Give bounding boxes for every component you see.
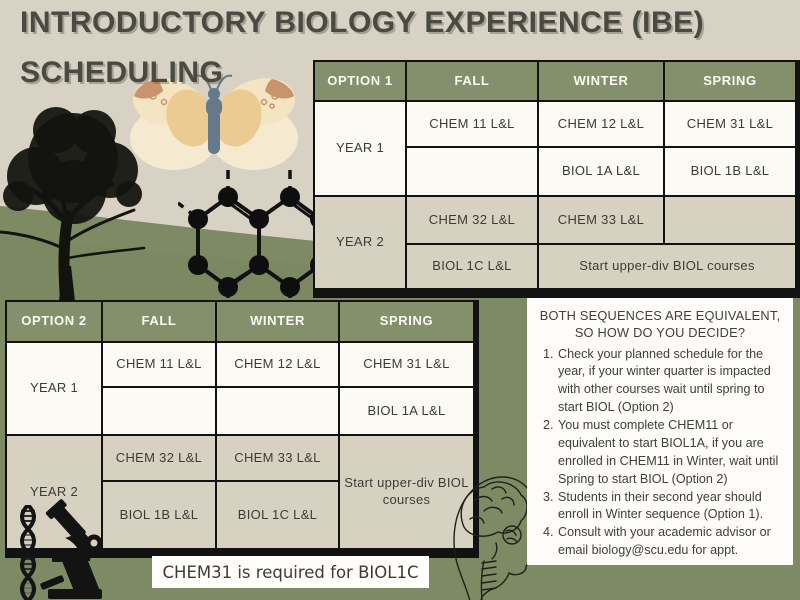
o2-year1-label: YEAR 1 — [7, 343, 101, 434]
o2-year2-winter-cell: CHEM 33 L&L — [217, 436, 338, 480]
o1-header-spring: SPRING — [665, 62, 795, 100]
decision-item-2: You must complete CHEM11 or equivalent t… — [557, 417, 785, 489]
o1-year1-fall-empty-cell — [407, 148, 537, 195]
o1-year1-biol1b-cell: BIOL 1B L&L — [665, 148, 795, 195]
page-title-line2: SCHEDULING — [20, 56, 224, 89]
o2-year2-biol1b-cell: BIOL 1B L&L — [103, 482, 215, 548]
page-title: INTRODUCTORY BIOLOGY EXPERIENCE (IBE) SC… — [20, 6, 790, 90]
chem31-note: CHEM31 is required for BIOL1C — [152, 556, 429, 588]
o2-year1-fall-cell: CHEM 11 L&L — [103, 343, 215, 386]
o1-header-fall: FALL — [407, 62, 537, 100]
o1-header-winter: WINTER — [539, 62, 663, 100]
o2-year1-biol1a-cell: BIOL 1A L&L — [340, 388, 473, 434]
o2-header-fall: FALL — [103, 302, 215, 341]
o2-header-option: OPTION 2 — [7, 302, 101, 341]
molecule-structure-icon — [178, 167, 328, 302]
o1-year1-winter-cell: CHEM 12 L&L — [539, 102, 663, 146]
decision-item-4: Consult with your academic advisor or em… — [557, 524, 785, 560]
microscope-icon — [40, 499, 103, 599]
decision-panel-heading: BOTH SEQUENCES ARE EQUIVALENT, SO HOW DO… — [539, 308, 781, 341]
o2-year1-spring-cell: CHEM 31 L&L — [340, 343, 473, 386]
o2-year1-fall-empty-cell — [103, 388, 215, 434]
o2-year1-winter-empty-cell — [217, 388, 338, 434]
tree-icon — [0, 107, 146, 310]
chem31-note-text: CHEM31 is required for BIOL1C — [162, 562, 419, 582]
o1-year2-upperdiv-cell: Start upper-div BIOL courses — [539, 245, 795, 288]
o1-year1-label: YEAR 1 — [315, 102, 405, 195]
decision-list: Check your planned schedule for the year… — [535, 346, 785, 561]
option2-schedule-table: OPTION 2 FALL WINTER SPRING YEAR 1 CHEM … — [5, 300, 479, 558]
butterfly-icon — [130, 74, 298, 170]
o2-year1-winter-cell: CHEM 12 L&L — [217, 343, 338, 386]
page-title-line1: INTRODUCTORY BIOLOGY EXPERIENCE (IBE) — [20, 6, 705, 39]
o1-year2-label: YEAR 2 — [315, 197, 405, 288]
option1-schedule-table: OPTION 1 FALL WINTER SPRING YEAR 1 CHEM … — [313, 60, 800, 298]
o1-year1-biol1a-cell: BIOL 1A L&L — [539, 148, 663, 195]
dna-helix-icon — [20, 505, 36, 600]
o1-year2-biol1c-cell: BIOL 1C L&L — [407, 245, 537, 288]
o2-header-winter: WINTER — [217, 302, 338, 341]
o2-year2-label: YEAR 2 — [7, 436, 101, 548]
decision-panel: BOTH SEQUENCES ARE EQUIVALENT, SO HOW DO… — [527, 298, 793, 565]
o1-year2-fall-cell: CHEM 32 L&L — [407, 197, 537, 243]
o1-header-option: OPTION 1 — [315, 62, 405, 100]
o1-year2-spring-empty-cell — [665, 197, 795, 243]
o2-year2-fall-cell: CHEM 32 L&L — [103, 436, 215, 480]
o2-year2-upperdiv-cell: Start upper-div BIOL courses — [340, 436, 473, 548]
o2-year2-biol1c-cell: BIOL 1C L&L — [217, 482, 338, 548]
o1-year1-fall-cell: CHEM 11 L&L — [407, 102, 537, 146]
o1-year1-spring-cell: CHEM 31 L&L — [665, 102, 795, 146]
o2-header-spring: SPRING — [340, 302, 473, 341]
o1-year2-winter-cell: CHEM 33 L&L — [539, 197, 663, 243]
decision-item-3: Students in their second year should enr… — [557, 489, 785, 525]
decision-item-1: Check your planned schedule for the year… — [557, 346, 785, 418]
